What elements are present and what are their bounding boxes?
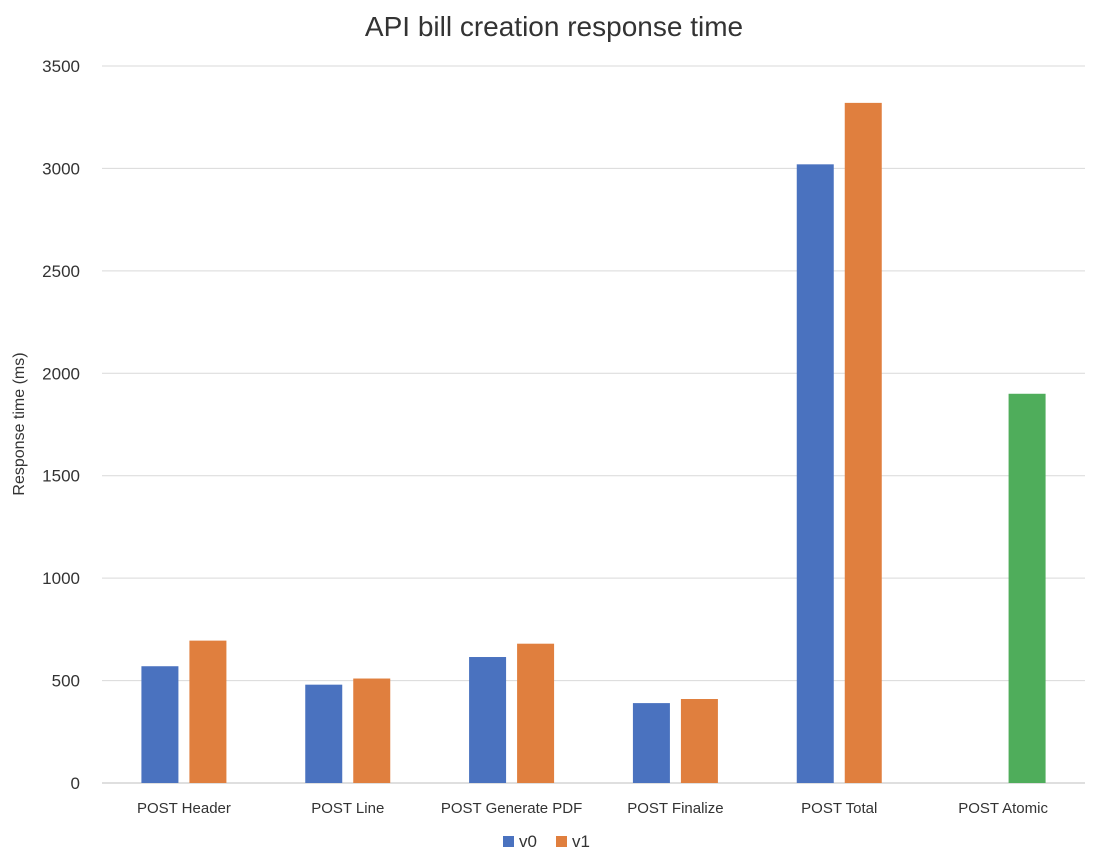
bar-v0 <box>796 164 834 783</box>
y-tick-label: 3000 <box>42 159 80 178</box>
bar-v1 <box>353 678 391 783</box>
x-tick-label: POST Atomic <box>958 800 1048 817</box>
legend-swatch-v1 <box>556 836 567 847</box>
legend-swatch-v0 <box>503 836 514 847</box>
bar-v0 <box>305 684 343 783</box>
x-tick-label: POST Finalize <box>627 800 723 817</box>
y-tick-label: 0 <box>71 774 80 793</box>
x-tick-label: POST Total <box>801 800 877 817</box>
bar-v0 <box>141 666 179 783</box>
bar-v1 <box>189 640 227 783</box>
gridlines <box>102 65 1085 784</box>
bar-v1 <box>517 643 555 783</box>
x-tick-label: POST Header <box>137 800 231 817</box>
bars <box>141 102 1046 784</box>
y-tick-label: 2500 <box>42 262 80 281</box>
bar-v1 <box>680 699 718 783</box>
y-axis-title: Response time (ms) <box>11 352 28 495</box>
y-tick-label: 3500 <box>42 57 80 76</box>
y-axis-ticks: 0 500 1000 1500 2000 2500 3000 3500 <box>42 57 80 793</box>
x-tick-label: POST Line <box>311 800 384 817</box>
y-tick-label: 500 <box>52 672 80 691</box>
x-axis-labels: POST Header POST Line POST Generate PDF POS… <box>137 800 1049 817</box>
y-tick-label: 1500 <box>42 467 80 486</box>
x-tick-label: POST Generate PDF <box>441 800 582 817</box>
bar-extra <box>1008 393 1046 783</box>
chart-title: API bill creation response time <box>365 11 743 42</box>
bar-v0 <box>469 657 507 783</box>
legend-label-v0: v0 <box>519 832 537 851</box>
bar-v0 <box>632 703 670 783</box>
bar-v1 <box>844 102 882 784</box>
y-tick-label: 2000 <box>42 364 80 383</box>
y-tick-label: 1000 <box>42 569 80 588</box>
legend-label-v1: v1 <box>572 832 590 851</box>
legend: v0 v1 <box>503 832 590 851</box>
